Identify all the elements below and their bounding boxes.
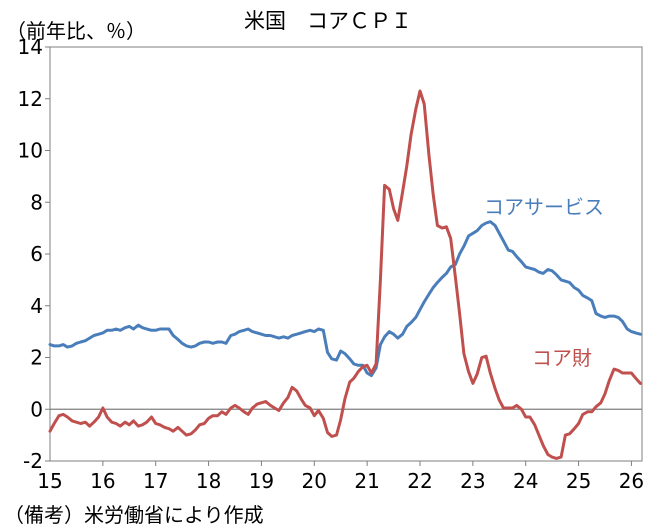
x-tick-label: 24 [513,469,538,493]
chart-title: 米国 コアＣＰＩ [244,9,412,33]
y-tick-label: 14 [18,35,43,59]
x-tick-label: 25 [566,469,591,493]
y-tick-label: 4 [30,294,43,318]
x-tick-label: 16 [90,469,115,493]
x-tick-label: 26 [619,469,644,493]
x-tick-label: 15 [37,469,62,493]
series-line-goods [48,89,642,460]
series-label-goods: コア財 [532,346,592,370]
x-tick-label: 20 [302,469,327,493]
x-tick-label: 22 [407,469,432,493]
series-line-services [48,220,642,378]
y-axis-ticks: -2 0 2 4 6 8 10 12 14 [18,35,50,473]
x-tick-label: 18 [196,469,221,493]
source-note: （備考）米労働省により作成 [4,503,264,527]
y-tick-label: 2 [30,346,43,370]
y-tick-label: 10 [18,139,43,163]
x-tick-label: 21 [354,469,379,493]
plot-area [48,46,643,462]
y-tick-label: 12 [18,87,43,111]
y-tick-label: 6 [30,242,43,266]
x-axis-ticks: 15 16 17 18 19 20 21 22 23 24 25 26 [37,461,644,493]
x-tick-label: 19 [249,469,274,493]
series-label-services: コアサービス [484,195,604,219]
y-tick-label: 0 [30,397,43,421]
unit-label: （前年比、％） [6,19,146,43]
y-tick-label: 8 [30,190,43,214]
x-tick-label: 17 [143,469,168,493]
y-tick-label: -2 [23,449,43,473]
x-tick-label: 23 [460,469,485,493]
